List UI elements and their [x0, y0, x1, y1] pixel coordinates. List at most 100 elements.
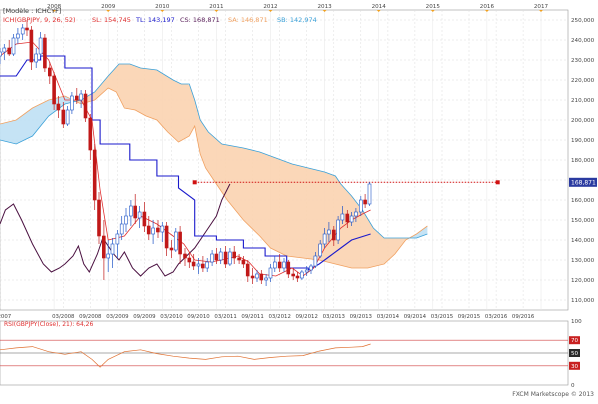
kijun-line	[0, 55, 371, 271]
year-label: 2012	[263, 4, 277, 10]
x-tick-label: 03/2011	[214, 314, 236, 320]
x-tick-label: 03/2009	[106, 314, 129, 320]
candle-body	[11, 37, 16, 55]
candle-body	[322, 233, 327, 245]
candle	[97, 192, 101, 244]
candle	[79, 90, 83, 108]
candle	[354, 208, 358, 222]
candle	[119, 216, 124, 240]
year-label: 2009	[101, 4, 116, 10]
y-tick-label: 190,000	[571, 138, 595, 144]
candle-body	[295, 275, 300, 279]
candle	[255, 270, 259, 282]
year-label: 2014	[372, 4, 387, 10]
candle	[250, 268, 255, 284]
candle-body	[187, 257, 192, 263]
candle	[345, 210, 350, 228]
candle	[115, 230, 120, 258]
candle-body	[268, 267, 273, 279]
candle	[304, 266, 309, 276]
rsi-tick-label: 50	[571, 351, 579, 357]
candle	[169, 240, 174, 258]
candle-body	[43, 37, 47, 69]
x-tick-label: 09/2011	[241, 314, 263, 320]
candle	[34, 48, 39, 68]
rsi-level-box	[569, 349, 580, 357]
candle-body	[156, 227, 160, 233]
senkou-a-line	[0, 87, 428, 269]
candle-body	[102, 235, 106, 259]
x-tick-label: 09/2016	[512, 314, 535, 320]
candle	[187, 252, 192, 268]
candle-body	[336, 219, 340, 241]
y-tick-label: 120,000	[571, 278, 595, 284]
candle-body	[178, 231, 182, 255]
year-marker	[539, 10, 543, 12]
candle-body	[309, 265, 313, 271]
candle	[47, 62, 52, 84]
y-tick-label: 240,000	[571, 38, 595, 44]
candle	[38, 32, 43, 58]
candle	[137, 206, 142, 228]
candle	[124, 208, 128, 232]
rsi-level-box	[569, 336, 580, 345]
candle	[61, 102, 66, 128]
candle-body	[160, 225, 165, 233]
indicator-name: ICH(GBPJPY, 9, 26, 52)	[3, 16, 76, 24]
y-tick-label: 230,000	[571, 58, 595, 64]
candle	[367, 182, 372, 206]
rsi-line	[0, 343, 371, 368]
candle-body	[20, 27, 25, 35]
candle-body	[2, 47, 7, 53]
candle	[313, 252, 318, 268]
candle-body	[313, 255, 318, 267]
candle-body	[318, 243, 323, 257]
candle	[309, 264, 313, 274]
candle-body	[255, 273, 259, 279]
y-tick-label: 220,000	[571, 78, 595, 84]
y-tick-label: 110,000	[571, 298, 595, 304]
candle	[322, 228, 327, 248]
rsi-level-box	[569, 361, 580, 370]
candle	[20, 24, 25, 40]
candle-body	[191, 261, 196, 267]
candle	[129, 200, 133, 226]
candle-body	[241, 259, 246, 265]
candle	[299, 270, 304, 280]
candle	[25, 20, 29, 36]
current-value-marker-left	[192, 180, 197, 185]
current-value-label: 168,871	[571, 180, 596, 187]
candle-body	[367, 183, 372, 205]
y-tick-label: 150,000	[571, 218, 595, 224]
y-tick-label: 250,000	[571, 18, 595, 24]
candle	[65, 106, 70, 126]
candle-body	[259, 273, 264, 281]
year-label: 2011	[209, 4, 224, 10]
candle	[205, 258, 209, 272]
candle-body	[299, 271, 304, 279]
year-label: 2016	[480, 4, 495, 10]
candle	[110, 238, 115, 268]
candle	[164, 222, 169, 256]
candle	[43, 34, 47, 72]
year-marker	[106, 10, 111, 12]
candle-body	[277, 261, 282, 269]
copyright-text: FXCM Marketscope © 2013	[512, 391, 594, 398]
candle	[191, 254, 196, 270]
candle	[245, 260, 250, 282]
x-tick-label: 03/2015	[431, 314, 453, 320]
x-tick-label: 09/2013	[350, 314, 372, 320]
candle-body	[52, 75, 56, 105]
candle	[2, 44, 7, 60]
candle	[223, 246, 228, 268]
candle-body	[358, 199, 363, 213]
candle	[232, 246, 236, 264]
candle-body	[65, 109, 70, 125]
candle	[264, 274, 268, 286]
candle-body	[0, 51, 2, 57]
candle-body	[83, 93, 88, 119]
y-tick-label: 180,000	[571, 158, 595, 164]
candle-body	[205, 261, 209, 269]
candle	[340, 206, 345, 224]
candle	[7, 40, 11, 56]
